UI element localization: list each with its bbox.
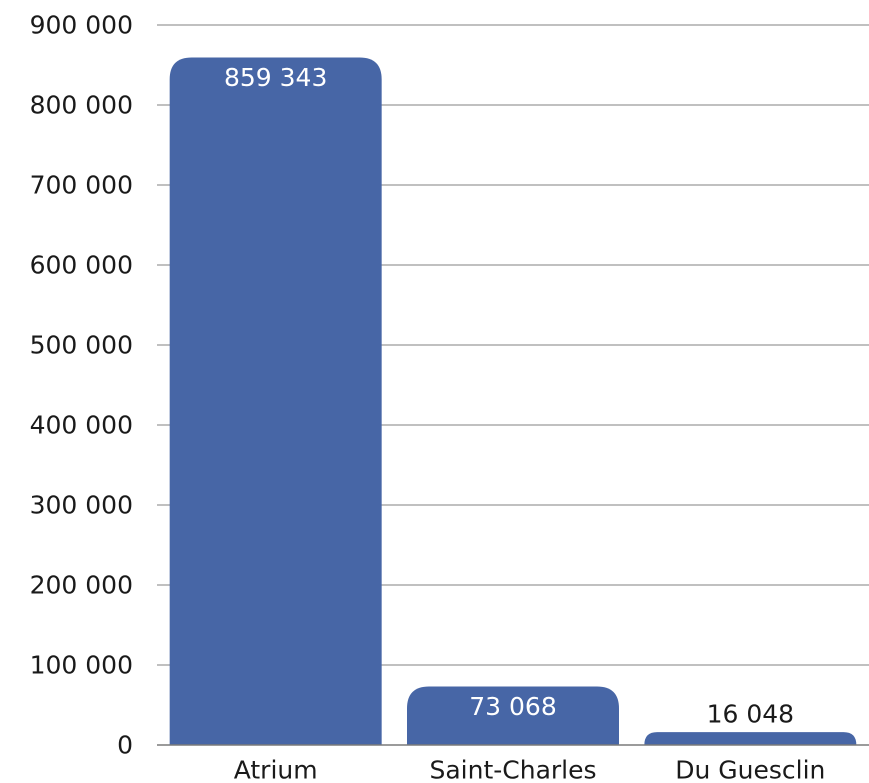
y-tick-label: 800 000 (30, 91, 133, 120)
bar-value-label: 859 343 (224, 63, 327, 92)
y-tick-label: 900 000 (30, 11, 133, 40)
bar-atrium (169, 57, 382, 746)
x-category-label: Du Guesclin (675, 756, 825, 783)
y-tick-label: 400 000 (30, 411, 133, 440)
y-tick-label: 0 (117, 731, 133, 760)
y-tick-label: 200 000 (30, 571, 133, 600)
y-axis-tick-labels: 0 100 000 200 000 300 000 400 000 500 000 600 … (30, 11, 133, 760)
x-category-label: Atrium (234, 756, 318, 783)
y-tick-label: 300 000 (30, 491, 133, 520)
bar-du-guesclin (644, 732, 857, 745)
y-tick-label: 500 000 (30, 331, 133, 360)
bars (169, 57, 857, 746)
bar-value-label: 16 048 (707, 700, 794, 729)
bar-value-label: 73 068 (469, 692, 556, 721)
data-labels: 859 343 73 068 16 048 (224, 63, 794, 729)
x-category-label: Saint-Charles (429, 756, 596, 783)
y-tick-label: 600 000 (30, 251, 133, 280)
y-tick-label: 700 000 (30, 171, 133, 200)
y-tick-label: 100 000 (30, 651, 133, 680)
bar-saint-charles (407, 686, 619, 745)
x-axis-category-labels: Atrium Saint-Charles Du Guesclin (234, 756, 826, 783)
